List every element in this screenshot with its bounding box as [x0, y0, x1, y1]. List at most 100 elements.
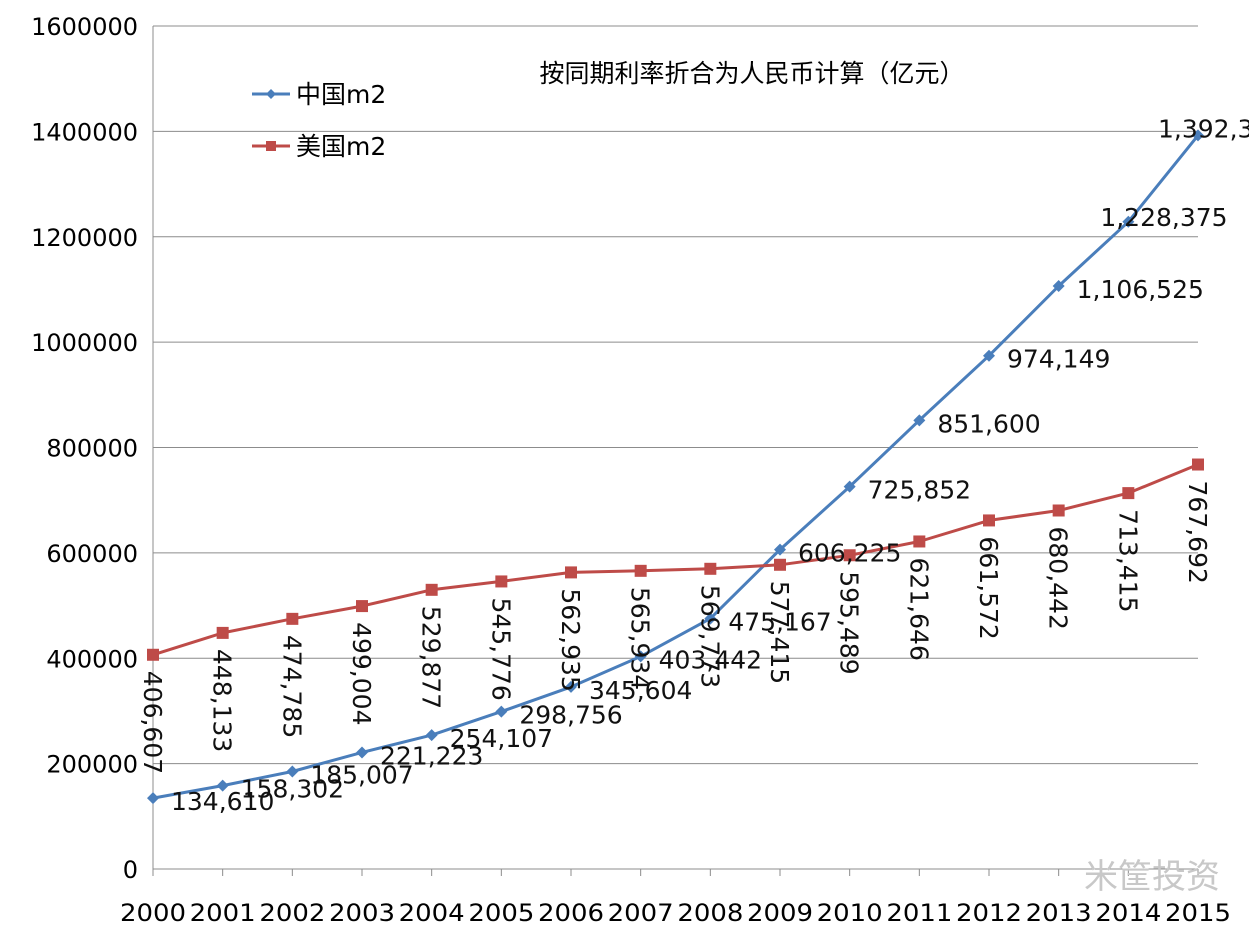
x-tick-label-2004: 2004	[399, 899, 465, 927]
us-data-label-2003: 499,004	[347, 622, 376, 725]
us-data-label-2010: 595,489	[835, 571, 864, 674]
series-0-point-2008	[704, 612, 717, 625]
series-1-point-2000	[147, 648, 159, 661]
series-1-point-2012	[983, 514, 995, 527]
series-0-point-2006	[565, 680, 577, 693]
china-data-label-2005: 298,756	[519, 701, 622, 730]
series-1-point-2014	[1122, 487, 1135, 500]
y-tick-label-200000: 200000	[46, 751, 138, 779]
y-tick-label-0: 0	[123, 856, 138, 884]
series-1-point-2007	[634, 564, 647, 577]
series-1-point-2008	[704, 562, 717, 575]
y-tick-label-600000: 600000	[46, 540, 138, 568]
us-data-label-2009: 577,415	[765, 581, 794, 684]
series-0-point-2011	[913, 414, 926, 427]
china-data-label-2008: 475,167	[728, 608, 831, 637]
china-data-label-2015: 1,392,300	[1158, 114, 1249, 143]
x-tick-label-2012: 2012	[956, 899, 1022, 927]
us-data-label-2002: 474,785	[277, 635, 306, 738]
us-data-label-2014: 713,415	[1113, 509, 1142, 612]
series-0-point-2010	[843, 480, 856, 493]
china-data-label-2002: 185,007	[310, 761, 413, 790]
series-1-point-2004	[425, 583, 438, 596]
series-0-point-2005	[495, 705, 508, 718]
y-tick-label-800000: 800000	[46, 435, 138, 463]
x-tick-label-2007: 2007	[608, 899, 674, 927]
axes	[152, 26, 1199, 876]
data-labels: 134,610158,302185,007221,223254,107298,7…	[138, 114, 1249, 816]
china-data-label-2006: 345,604	[589, 676, 692, 705]
x-axis-ticks: 2000 2001 2002 2003 2004 2005 2006 2007 2008 2009…	[120, 899, 1231, 927]
x-tick-label-2003: 2003	[329, 899, 395, 927]
series-0-point-2004	[425, 729, 438, 742]
us-data-label-2011: 621,646	[904, 557, 933, 660]
china-data-label-2004: 254,107	[450, 724, 553, 753]
series-1-point-2003	[356, 600, 368, 613]
us-data-label-2006: 562,935	[556, 588, 585, 691]
us-data-label-2012: 661,572	[974, 536, 1003, 639]
series-0-point-2001	[216, 779, 229, 792]
series-0-point-2003	[356, 746, 368, 759]
series-1-point-2015	[1192, 458, 1204, 471]
us-data-label-2001: 448,133	[208, 649, 237, 752]
us-data-label-2007: 565,934	[626, 587, 655, 690]
us-data-label-2005: 545,776	[486, 597, 515, 700]
us-data-label-2015: 767,692	[1183, 481, 1212, 584]
y-axis-ticks: 0 200000 400000 600000 800000 1000000 1200000 1…	[31, 13, 138, 884]
chart-title: 按同期利率折合为人民币计算（亿元）	[539, 59, 964, 88]
series-1-point-2010	[843, 549, 856, 562]
legend-item-us: 美国m2	[252, 132, 386, 161]
series-line-0	[152, 134, 1200, 800]
us-data-label-2013: 680,442	[1044, 526, 1073, 629]
china-data-label-2001: 158,302	[241, 775, 344, 804]
y-tick-label-1000000: 1000000	[31, 329, 138, 357]
china-data-label-2010: 725,852	[868, 476, 971, 505]
series-0-point-2012	[983, 349, 995, 362]
series-1-point-2009	[774, 558, 786, 571]
x-tick-label-2009: 2009	[747, 899, 813, 927]
china-data-label-2000: 134,610	[171, 787, 274, 816]
y-tick-label-1600000: 1600000	[31, 13, 138, 41]
series-0-point-2013	[1052, 279, 1065, 292]
x-tick-label-2014: 2014	[1095, 899, 1161, 927]
legend-marker-china	[266, 89, 276, 99]
series-0-point-2002	[286, 765, 299, 778]
x-tick-label-2005: 2005	[468, 899, 534, 927]
china-data-label-2014: 1,228,375	[1100, 203, 1227, 232]
y-tick-label-1400000: 1400000	[31, 118, 138, 146]
y-tick-label-400000: 400000	[46, 645, 138, 673]
x-tick-label-2010: 2010	[817, 899, 883, 927]
china-data-label-2012: 974,149	[1007, 345, 1110, 374]
grid-lines	[153, 25, 1198, 765]
series-0-point-2009	[774, 543, 786, 556]
series-1-point-2001	[216, 626, 229, 639]
x-tick-label-2015: 2015	[1165, 899, 1231, 927]
x-tick-label-2002: 2002	[259, 899, 325, 927]
legend: 中国m2 美国m2	[252, 80, 386, 161]
series-1-point-2011	[913, 535, 926, 548]
x-tick-label-2011: 2011	[886, 899, 952, 927]
us-data-label-2008: 569,773	[695, 585, 724, 688]
china-data-label-2003: 221,223	[380, 741, 483, 770]
series-1-point-2005	[495, 575, 508, 588]
series-0-point-2007	[634, 650, 647, 663]
china-data-label-2011: 851,600	[937, 409, 1040, 438]
legend-marker-us	[266, 141, 276, 151]
legend-item-china: 中国m2	[252, 80, 386, 109]
us-data-label-2004: 529,877	[417, 606, 446, 709]
x-tick-label-2008: 2008	[677, 899, 743, 927]
legend-label-us: 美国m2	[296, 132, 386, 161]
us-data-label-2000: 406,607	[138, 671, 167, 774]
china-data-label-2009: 606,225	[798, 539, 901, 568]
x-tick-label-2013: 2013	[1026, 899, 1092, 927]
china-data-label-2007: 403,442	[659, 645, 762, 674]
x-tick-label-2001: 2001	[190, 899, 256, 927]
series-1-point-2006	[565, 566, 577, 579]
watermark: 米筐投资	[1084, 857, 1220, 897]
series-line-1	[152, 463, 1199, 657]
series-0-point-2014	[1122, 215, 1135, 228]
y-tick-label-1200000: 1200000	[31, 224, 138, 252]
series-0-point-2000	[147, 792, 159, 805]
x-tick-label-2006: 2006	[538, 899, 604, 927]
